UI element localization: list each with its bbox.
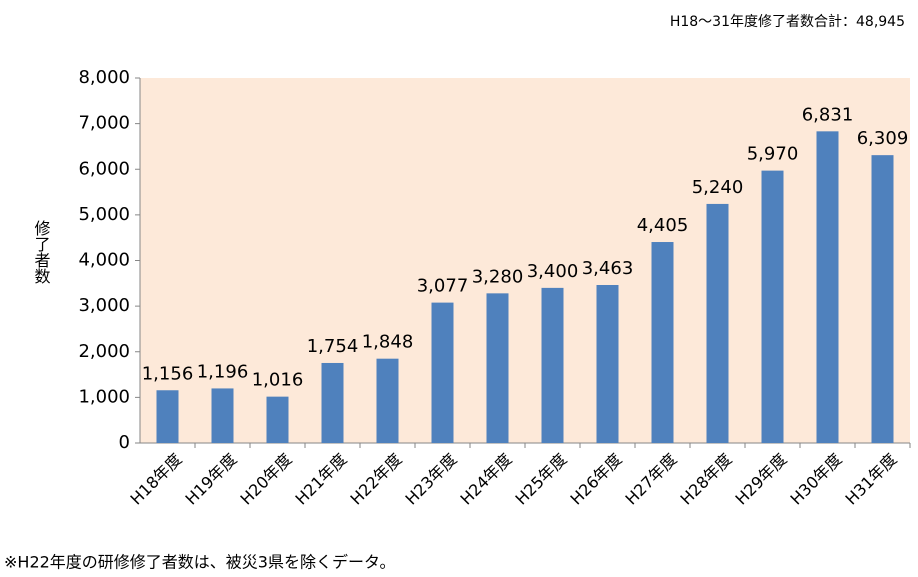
chart-title: H18〜31年度修了者数合計：48,945 <box>670 14 905 30</box>
bar <box>376 358 399 443</box>
data-label: 1,016 <box>252 370 304 391</box>
bar <box>156 390 179 443</box>
y-axis-label: 修了者数 <box>32 220 51 284</box>
y-tick-label: 2,000 <box>78 341 130 362</box>
y-tick-label: 3,000 <box>78 295 130 316</box>
x-tick-label: H30年度 <box>787 450 846 509</box>
y-tick-label: 8,000 <box>78 67 130 88</box>
x-tick-label: H28年度 <box>677 450 736 509</box>
x-tick-label: H21年度 <box>292 450 351 509</box>
data-label: 1,156 <box>142 363 194 384</box>
y-tick-label: 4,000 <box>78 250 130 271</box>
data-label: 3,077 <box>417 276 469 297</box>
data-label: 5,240 <box>692 177 744 198</box>
bar <box>486 293 509 443</box>
bar <box>816 131 839 443</box>
x-tick-label: H23年度 <box>402 450 461 509</box>
x-tick-label: H20年度 <box>237 450 296 509</box>
data-label: 1,848 <box>362 332 414 353</box>
data-label: 3,463 <box>582 258 634 279</box>
data-label: 5,970 <box>747 144 799 165</box>
data-label: 3,280 <box>472 266 524 287</box>
y-tick-label: 5,000 <box>78 204 130 225</box>
bar <box>431 302 454 443</box>
bar <box>266 396 289 443</box>
bar <box>706 203 729 443</box>
y-tick-label: 1,000 <box>78 386 130 407</box>
footnote: ※H22年度の研修修了者数は、被災3県を除くデータ。 <box>4 553 396 572</box>
data-label: 6,309 <box>857 128 909 149</box>
bar <box>871 155 894 444</box>
bar <box>211 388 234 443</box>
x-tick-label: H22年度 <box>347 450 406 509</box>
x-tick-label: H29年度 <box>732 450 791 509</box>
x-tick-label: H24年度 <box>457 450 516 509</box>
y-tick-label: 7,000 <box>78 113 130 134</box>
x-tick-label: H31年度 <box>842 450 901 509</box>
x-tick-label: H18年度 <box>127 450 186 509</box>
bar <box>541 287 564 443</box>
bar <box>761 170 784 443</box>
bar <box>596 285 619 443</box>
data-label: 4,405 <box>637 215 689 236</box>
x-tick-label: H19年度 <box>182 450 241 509</box>
x-tick-label: H25年度 <box>512 450 571 509</box>
data-label: 6,831 <box>802 104 854 125</box>
bar <box>651 242 674 443</box>
data-label: 1,196 <box>197 361 249 382</box>
y-tick-label: 0 <box>119 432 130 453</box>
bar <box>321 362 344 443</box>
y-tick-label: 6,000 <box>78 158 130 179</box>
data-label: 3,400 <box>527 261 579 282</box>
x-tick-label: H27年度 <box>622 450 681 509</box>
x-tick-label: H26年度 <box>567 450 626 509</box>
data-label: 1,754 <box>307 336 359 357</box>
